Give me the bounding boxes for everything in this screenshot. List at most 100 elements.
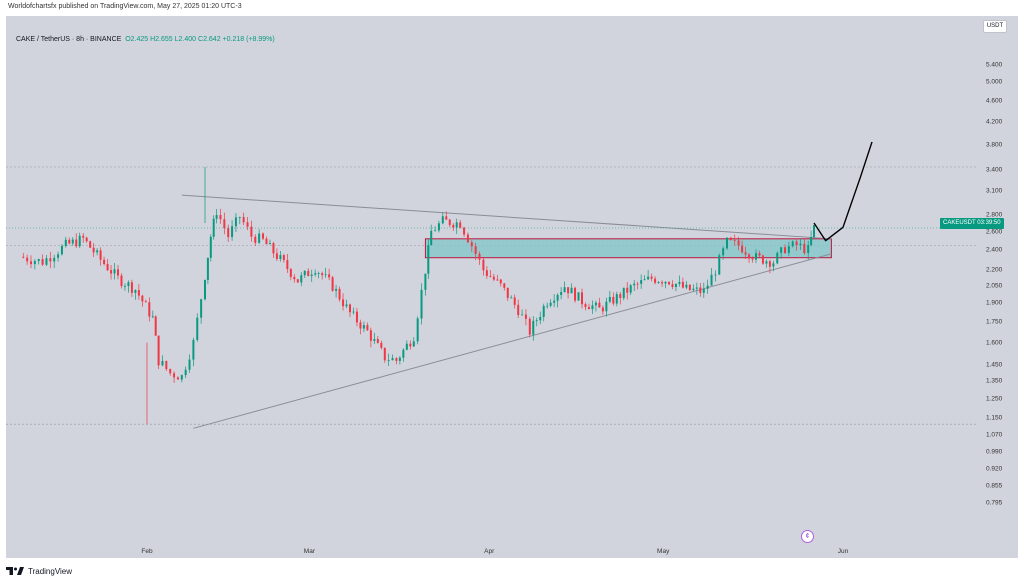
candle-body[interactable] (528, 318, 531, 335)
candle-body[interactable] (113, 269, 116, 274)
candle-body[interactable] (807, 245, 810, 254)
candle-body[interactable] (671, 284, 674, 287)
candle-body[interactable] (795, 241, 798, 246)
candle-body[interactable] (206, 257, 209, 280)
candle-body[interactable] (37, 259, 40, 262)
candle-body[interactable] (242, 217, 245, 223)
candle-body[interactable] (196, 317, 199, 340)
candle-body[interactable] (180, 375, 183, 380)
candle-body[interactable] (445, 216, 448, 220)
event-marker-icon[interactable]: ¢ (801, 530, 814, 543)
candle-body[interactable] (296, 279, 299, 283)
candle-body[interactable] (268, 243, 271, 245)
candle-body[interactable] (521, 314, 524, 316)
candle-body[interactable] (748, 254, 751, 259)
candle-body[interactable] (352, 311, 355, 313)
candle-body[interactable] (130, 282, 133, 293)
candle-body[interactable] (262, 233, 264, 239)
candle-body[interactable] (293, 276, 296, 280)
candle-body[interactable] (300, 275, 303, 283)
candle-body[interactable] (496, 279, 499, 281)
candle-body[interactable] (714, 274, 717, 276)
candle-body[interactable] (148, 302, 151, 317)
candle-body[interactable] (517, 304, 520, 316)
candle-body[interactable] (409, 343, 412, 347)
candle-body[interactable] (699, 287, 702, 293)
candle-body[interactable] (30, 261, 32, 265)
candle-body[interactable] (539, 316, 542, 321)
candle-body[interactable] (615, 294, 618, 304)
candle-body[interactable] (629, 285, 632, 293)
candle-body[interactable] (416, 318, 419, 342)
candle-body[interactable] (144, 301, 147, 303)
candle-body[interactable] (317, 273, 320, 275)
candle-body[interactable] (215, 215, 218, 219)
candle-body[interactable] (420, 289, 423, 319)
candle-body[interactable] (455, 222, 458, 228)
candle-body[interactable] (803, 243, 806, 254)
candle-body[interactable] (165, 360, 168, 370)
candle-body[interactable] (120, 275, 123, 287)
candle-body[interactable] (272, 243, 275, 254)
ascending-trendline[interactable] (193, 253, 832, 429)
candle-body[interactable] (664, 281, 667, 284)
candle-body[interactable] (459, 222, 462, 228)
candle-body[interactable] (373, 338, 376, 341)
candle-body[interactable] (463, 227, 466, 235)
candle-body[interactable] (482, 259, 485, 271)
candle-body[interactable] (668, 281, 670, 285)
candle-body[interactable] (772, 263, 775, 267)
candle-body[interactable] (117, 269, 119, 276)
candle-body[interactable] (492, 276, 495, 280)
candle-body[interactable] (355, 311, 358, 323)
candle-body[interactable] (466, 234, 469, 243)
candle-body[interactable] (33, 261, 36, 265)
candle-body[interactable] (387, 360, 390, 361)
candle-body[interactable] (321, 273, 324, 276)
candle-body[interactable] (524, 314, 527, 319)
candle-body[interactable] (581, 292, 583, 305)
candle-body[interactable] (560, 291, 563, 295)
candle-body[interactable] (702, 288, 705, 293)
candle-body[interactable] (184, 369, 187, 376)
candle-body[interactable] (570, 287, 573, 294)
candle-body[interactable] (169, 369, 172, 374)
candle-body[interactable] (489, 275, 492, 277)
candle-body[interactable] (608, 296, 611, 302)
candle-body[interactable] (75, 239, 78, 247)
candle-body[interactable] (209, 236, 212, 258)
candle-body[interactable] (718, 255, 721, 275)
candle-body[interactable] (761, 255, 764, 264)
candle-body[interactable] (324, 274, 327, 276)
candle-body[interactable] (532, 320, 535, 335)
candle-body[interactable] (470, 242, 473, 247)
candle-body[interactable] (376, 338, 379, 343)
chart-pane[interactable]: CAKE / TetherUS · 8h · BINANCE O2.425 H2… (6, 16, 1018, 558)
candle-body[interactable] (549, 302, 552, 306)
candle-body[interactable] (103, 259, 106, 264)
candle-body[interactable] (223, 219, 226, 229)
candle-body[interactable] (192, 339, 195, 360)
candle-body[interactable] (661, 282, 664, 284)
candle-body[interactable] (137, 290, 140, 296)
candle-body[interactable] (650, 276, 653, 279)
candle-body[interactable] (584, 304, 587, 308)
legend-symbol[interactable]: CAKE / TetherUS · 8h · BINANCE (16, 36, 122, 43)
candle-body[interactable] (123, 286, 126, 287)
candle-body[interactable] (234, 217, 237, 227)
candle-body[interactable] (405, 343, 408, 350)
candle-body[interactable] (412, 341, 415, 347)
candle-body[interactable] (437, 223, 440, 231)
candle-body[interactable] (657, 282, 660, 283)
candle-body[interactable] (134, 290, 137, 293)
candle-body[interactable] (41, 259, 44, 265)
candle-body[interactable] (231, 226, 234, 238)
candle-body[interactable] (784, 247, 786, 254)
candle-body[interactable] (424, 273, 427, 290)
currency-button[interactable]: USDT (983, 20, 1007, 33)
candle-body[interactable] (535, 320, 538, 322)
candle-body[interactable] (71, 239, 74, 244)
candle-body[interactable] (813, 225, 815, 237)
candle-body[interactable] (246, 222, 249, 227)
